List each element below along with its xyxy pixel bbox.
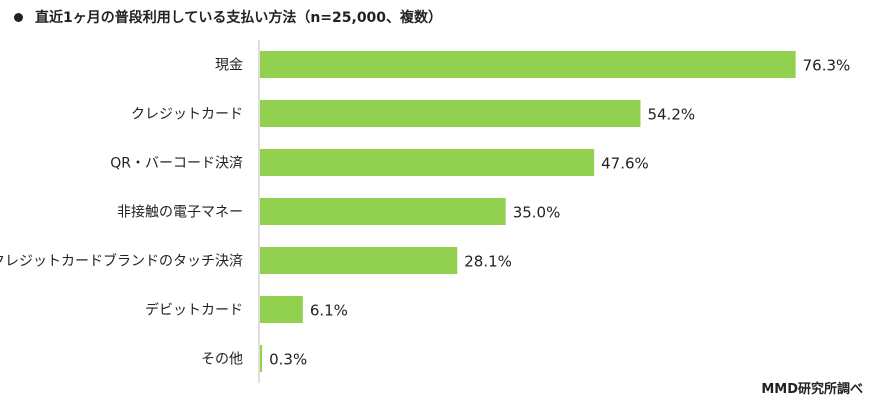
bar — [260, 51, 796, 78]
bar — [260, 149, 595, 176]
value-label: 6.1% — [310, 302, 348, 320]
bar — [260, 345, 263, 372]
value-label: 0.3% — [269, 351, 307, 369]
value-label: 76.3% — [803, 57, 851, 75]
value-label: 47.6% — [601, 155, 649, 173]
category-label: クレジットカード — [131, 107, 243, 123]
chart-title-row: 直近1ヶ月の普段利用している支払い方法（n=25,000、複数） — [14, 7, 442, 27]
chart-title: 直近1ヶ月の普段利用している支払い方法（n=25,000、複数） — [35, 10, 443, 26]
category-label: クレジットカードブランドのタッチ決済 — [0, 253, 243, 270]
category-label: デビットカード — [145, 302, 243, 319]
bar — [260, 247, 458, 274]
bullet-dot-icon — [14, 12, 23, 22]
category-label: 非接触の電子マネー — [117, 204, 243, 221]
value-label: 35.0% — [513, 204, 561, 222]
source-credit: MMD研究所調べ — [761, 382, 863, 397]
category-label: 現金 — [215, 58, 243, 74]
category-label: その他 — [201, 352, 243, 368]
bar — [260, 198, 506, 225]
value-label: 28.1% — [464, 253, 512, 271]
bar — [260, 100, 641, 127]
category-label: QR・バーコード決済 — [110, 156, 243, 172]
bar — [260, 296, 303, 323]
value-label: 54.2% — [647, 106, 695, 124]
